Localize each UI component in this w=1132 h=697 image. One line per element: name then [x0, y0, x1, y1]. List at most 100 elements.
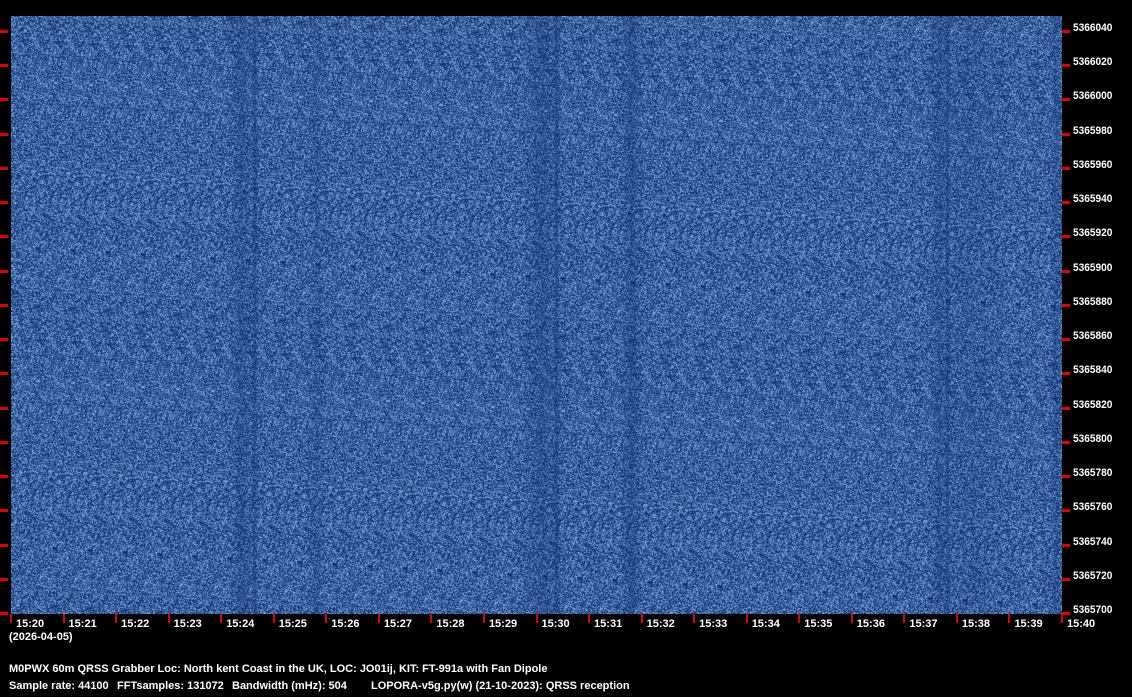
x-tick [482, 614, 485, 623]
x-tick-label: 15:20 [16, 618, 45, 630]
x-tick-label: 15:31 [594, 618, 623, 630]
x-tick [903, 614, 906, 623]
y-tick-left [0, 166, 8, 170]
y-tick-label: 5365900 [1073, 261, 1113, 274]
sample-rate: Sample rate: 44100 [9, 680, 109, 692]
bandwidth: Bandwidth (mHz): 504 [232, 680, 347, 692]
y-tick-label: 5366040 [1073, 22, 1113, 34]
y-tick-left [0, 98, 8, 102]
y-tick-right [1062, 406, 1070, 410]
y-tick-label: 5365800 [1073, 432, 1113, 445]
x-tick [1061, 614, 1063, 623]
x-tick [377, 614, 380, 623]
y-tick-label: 5365760 [1073, 501, 1113, 514]
y-tick-label: 5365860 [1073, 330, 1113, 343]
y-tick-right [1062, 475, 1070, 479]
x-tick-label: 15:32 [646, 618, 675, 630]
x-tick-label: 15:24 [226, 618, 255, 630]
x-tick [640, 614, 643, 623]
x-tick [588, 614, 591, 623]
x-tick [10, 614, 12, 623]
y-tick-left [0, 372, 8, 376]
x-tick-label: 15:28 [436, 618, 465, 630]
y-tick-left [0, 440, 8, 444]
x-tick [430, 614, 433, 623]
software-info: LOPORA-v5g.py(w) (21-10-2023): QRSS rece… [371, 680, 630, 692]
x-tick [272, 614, 275, 623]
y-tick-label: 5365920 [1073, 227, 1113, 240]
x-tick [798, 614, 801, 623]
y-tick-label: 5365960 [1073, 158, 1113, 171]
x-tick-label: 15:30 [541, 618, 570, 630]
y-tick-right [1062, 166, 1070, 170]
y-tick-left [0, 201, 8, 205]
y-tick-left [0, 406, 8, 410]
y-tick-right [1062, 235, 1070, 239]
x-tick-label: 15:33 [699, 618, 728, 630]
y-tick-label: 5365880 [1073, 295, 1113, 308]
x-tick [115, 614, 118, 623]
x-tick-label: 15:25 [278, 618, 307, 630]
x-tick-label: 15:23 [173, 618, 202, 630]
x-tick-label: 15:37 [909, 618, 938, 630]
x-tick-label: 15:27 [383, 618, 412, 630]
y-tick-right [1062, 30, 1070, 33]
y-tick-left [0, 509, 8, 513]
y-tick-label: 5365820 [1073, 398, 1113, 411]
y-tick-label: 5365740 [1073, 535, 1113, 548]
fft-samples: FFTsamples: 131072 [117, 680, 224, 692]
x-tick-label: 15:34 [751, 618, 780, 630]
y-tick-right [1062, 372, 1070, 376]
x-tick [850, 614, 853, 623]
spectrogram-plot [11, 16, 1062, 614]
y-tick-label: 5365780 [1073, 467, 1113, 480]
x-tick [693, 614, 696, 623]
x-tick [325, 614, 328, 623]
station-info: M0PWX 60m QRSS Grabber Loc: North kent C… [9, 663, 548, 675]
y-tick-right [1062, 64, 1070, 68]
x-tick-label: 15:39 [1014, 618, 1043, 630]
y-tick-left [0, 303, 8, 307]
y-tick-left [0, 30, 8, 33]
x-tick [1008, 614, 1011, 623]
y-tick-left [0, 269, 8, 273]
y-tick-label: 5366000 [1073, 90, 1113, 103]
y-tick-label: 5365700 [1073, 604, 1113, 616]
y-tick-right [1062, 612, 1070, 615]
y-tick-right [1062, 98, 1070, 102]
x-tick-label: 15:35 [804, 618, 833, 630]
y-tick-right [1062, 303, 1070, 307]
y-tick-label: 5365940 [1073, 193, 1113, 206]
y-tick-right [1062, 577, 1070, 581]
y-tick-left [0, 577, 8, 581]
y-tick-right [1062, 201, 1070, 205]
x-tick-label: 15:21 [68, 618, 97, 630]
y-tick-label: 5366020 [1073, 56, 1113, 69]
y-tick-right [1062, 269, 1070, 273]
x-tick-label: 15:40 [1067, 618, 1096, 630]
y-tick-left [0, 338, 8, 342]
x-tick [535, 614, 538, 623]
y-tick-right [1062, 338, 1070, 342]
x-tick [955, 614, 958, 623]
x-tick [220, 614, 223, 623]
date-label: (2026-04-05) [9, 631, 73, 643]
x-tick-label: 15:26 [331, 618, 360, 630]
y-tick-label: 5365720 [1073, 569, 1113, 582]
y-tick-right [1062, 509, 1070, 513]
y-tick-right [1062, 132, 1070, 136]
y-tick-right [1062, 440, 1070, 444]
y-tick-label: 5365840 [1073, 364, 1113, 377]
y-tick-left [0, 235, 8, 239]
y-tick-label: 5365980 [1073, 124, 1113, 137]
y-tick-left [0, 64, 8, 68]
x-tick-label: 15:38 [961, 618, 991, 630]
y-tick-right [1062, 543, 1070, 547]
y-tick-left [0, 132, 8, 136]
x-tick-label: 15:29 [488, 618, 518, 630]
y-tick-left [0, 475, 8, 479]
y-tick-left [0, 612, 8, 615]
x-tick [745, 614, 748, 623]
x-tick-label: 15:22 [121, 618, 150, 630]
x-tick-label: 15:36 [856, 618, 885, 630]
